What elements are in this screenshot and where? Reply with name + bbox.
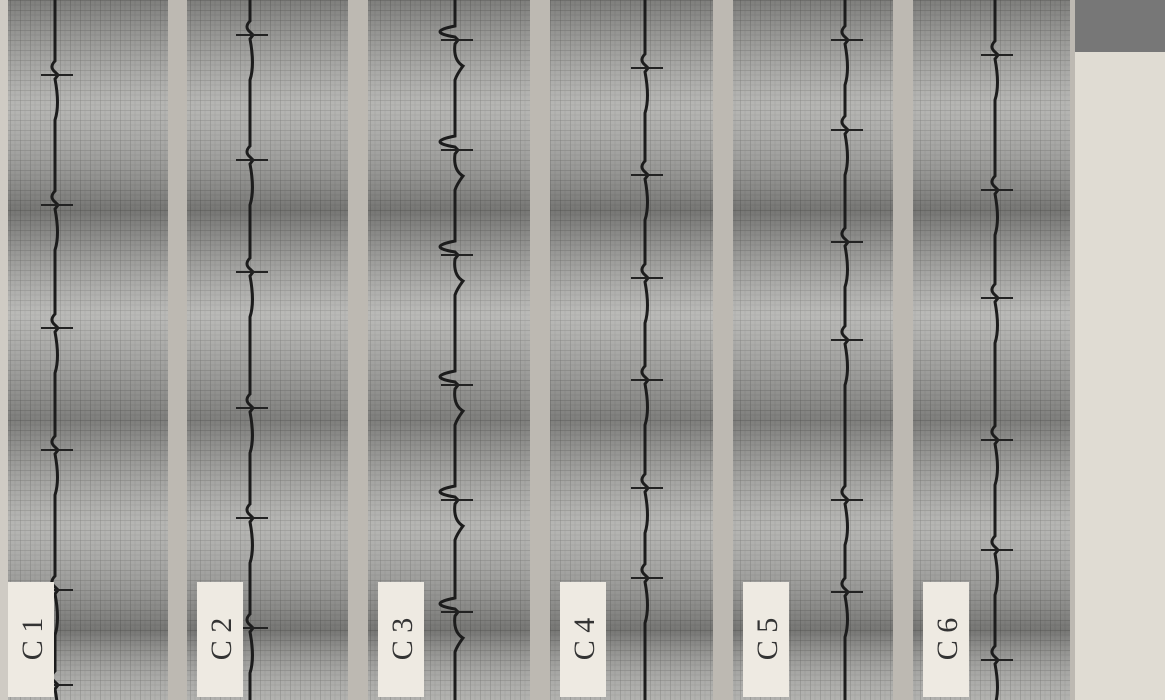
strip-label: C 2	[205, 618, 238, 661]
strip-gap	[530, 0, 550, 700]
strip-label: C 6	[931, 618, 964, 661]
ecg-photo: C 1 C 2 C 3 C 4 C 5 C 6	[0, 0, 1165, 700]
strip-gap	[713, 0, 733, 700]
strip-gap	[1070, 0, 1075, 700]
strips: C 1 C 2 C 3 C 4 C 5 C 6	[8, 0, 1075, 700]
side-panel	[1075, 0, 1165, 700]
strip-gap	[348, 0, 368, 700]
strip-gap	[168, 0, 187, 700]
strip-gap	[893, 0, 913, 700]
strip-label: C 5	[751, 618, 784, 661]
strip-label: C 3	[386, 618, 419, 661]
side-grid	[1070, 0, 1165, 52]
strip-label: C 4	[568, 618, 601, 661]
strip-label: C 1	[16, 618, 49, 661]
